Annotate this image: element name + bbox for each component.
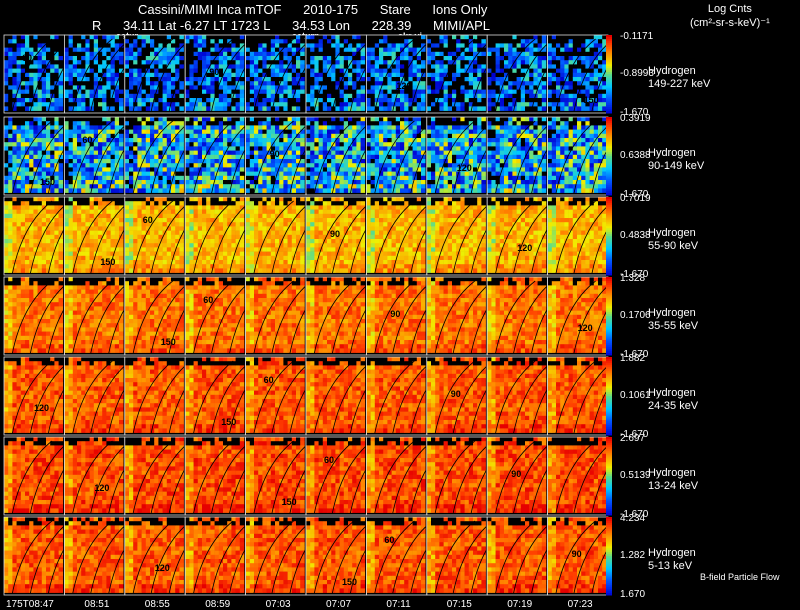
channel-row [4,357,632,435]
colorbar-tick: 1.882 [620,353,645,364]
contour-label: 120 [94,483,109,493]
energy-label: 24-35 keV [648,400,698,413]
contour-label: 120 [155,563,170,573]
contour-label: 120 [396,81,411,91]
time-tick-label: 07:15 [447,599,472,610]
energy-label: 13-24 keV [648,480,698,493]
time-tick-label: 07:11 [386,599,410,610]
contour-label: 60 [324,455,334,465]
colorbar-tick: 0.4838 [620,230,651,241]
contour-label: 150 [342,577,357,587]
channel-row [4,197,632,275]
channel-row [4,437,632,515]
colorbar [606,117,612,196]
time-tick-label: 07:03 [266,599,291,610]
species-label: Hydrogen [648,307,698,320]
image-panel [548,437,632,515]
contour-label: 90 [270,149,280,159]
colorbar-tick: -0.1171 [620,31,653,42]
colorbar-tick: 1.670 [620,589,645,600]
image-panel [548,357,632,435]
contour-label: 60 [384,535,394,545]
contour-label: 60 [22,53,32,63]
time-tick-label: 175T08:47 [6,599,54,610]
colorbar [606,437,612,516]
contour-label: 150 [282,497,297,507]
image-panel [548,197,632,275]
colorbar-tick: 0.5139 [620,470,651,481]
energy-label: 149-227 keV [648,78,710,91]
contour-label: 60 [82,135,92,145]
contour-label: 150 [100,257,115,267]
contour-label: 120 [517,243,532,253]
energy-label: 5-13 keV [648,560,696,573]
image-panel [548,277,632,355]
colorbar-tick: 1.282 [620,550,645,561]
colorbar-tick: 0.7019 [620,193,651,204]
contour-label: 90 [572,549,582,559]
image-panel [548,517,632,595]
channel-row [4,35,632,113]
channel-row [4,117,632,195]
colorbar-tick: 0.6388 [620,150,651,161]
colorbar [606,35,612,114]
contour-label: 150 [40,177,55,187]
contour-label: 60 [264,375,274,385]
colorbar-tick: 0.1706 [620,310,651,321]
colorbar-tick: 0.1061 [620,390,651,401]
colorbar-tick: 0.3919 [620,113,651,124]
image-panel [548,117,632,195]
species-label: Hydrogen [648,65,710,78]
contour-label: 120 [34,403,49,413]
contour-label: 90 [451,389,461,399]
colorbar-tick: 4.234 [620,513,645,524]
time-tick-label: 07:19 [507,599,532,610]
contour-label: 90 [330,229,340,239]
species-label: Hydrogen [648,387,698,400]
time-tick-label: 08:59 [205,599,230,610]
colorbar-tick: 1.328 [620,273,645,284]
time-tick-label: 08:55 [145,599,170,610]
colorbar [606,197,612,276]
colorbar [606,517,612,596]
colorbar-tick: 2.697 [620,433,645,444]
energy-label: 35-55 keV [648,320,698,333]
contour-label: 150 [584,95,599,105]
energy-label: 55-90 keV [648,240,698,253]
species-label: Hydrogen [648,467,698,480]
time-tick-label: 07:23 [568,599,593,610]
contour-label: 150 [221,417,236,427]
colorbar [606,277,612,356]
energy-label: 90-149 keV [648,160,704,173]
time-tick-label: 08:51 [84,599,109,610]
b-field-flow-label: B-field Particle Flow [700,572,780,582]
colorbar [606,357,612,436]
contour-label: 90 [511,469,521,479]
contour-label: 60 [203,295,213,305]
species-label: Hydrogen [648,547,696,560]
contour-label: 120 [578,323,593,333]
contour-label: 90 [390,309,400,319]
time-tick-label: 07:07 [326,599,351,610]
channel-row [4,277,632,355]
channel-row [4,517,632,595]
species-label: Hydrogen [648,147,704,160]
contour-label: 120 [457,163,472,173]
species-label: Hydrogen [648,227,698,240]
contour-label: 150 [161,337,176,347]
contour-label: 60 [143,215,153,225]
contour-label: 90 [209,67,219,77]
